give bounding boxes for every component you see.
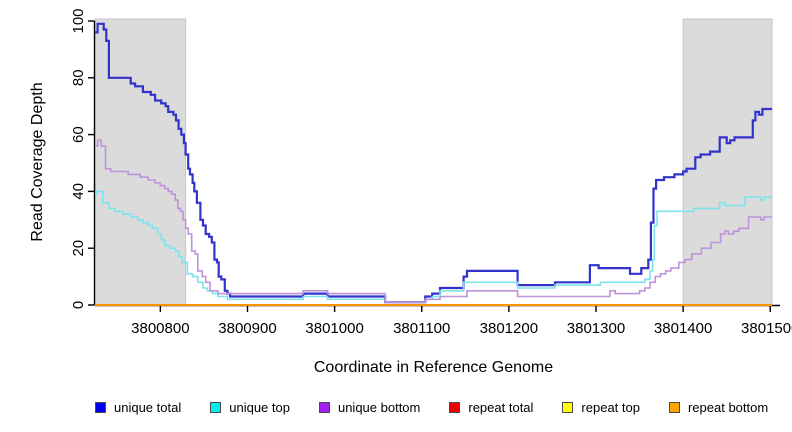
series-unique-top [95,190,772,303]
legend-label: unique total [114,399,182,415]
x-tick-label: 3801300 [567,320,625,337]
x-tick-label: 3801000 [305,320,363,337]
legend-label: repeat total [468,399,534,415]
legend-swatch-icon [562,401,574,413]
legend-swatch-icon [449,401,461,413]
legend-item-unique-total: unique total [95,400,181,415]
x-tick-label: 3800900 [218,320,276,337]
legend-item-unique-top: unique top [210,400,290,415]
chart-legend: unique total unique top unique bottom repea… [95,398,775,416]
y-tick-label: 100 [70,8,87,33]
y-tick-label: 60 [70,126,87,143]
legend-label: repeat top [581,399,640,415]
legend-label: repeat bottom [687,399,769,415]
legend-item-repeat-total: repeat total [449,400,533,415]
legend-swatch-icon [668,401,680,413]
y-tick-label: 20 [70,240,87,257]
legend-swatch-icon [318,401,330,413]
x-axis-title: Coordinate in Reference Genome [314,359,553,376]
x-tick-label: 3801200 [480,320,538,337]
x-tick-label: 3801500 [741,320,792,337]
x-tick-label: 3801400 [654,320,712,337]
series-unique-bottom [95,139,772,303]
legend-label: unique bottom [337,399,421,415]
x-tick-label: 3801100 [393,320,450,337]
chart-svg: 0 20 40 60 80 100 Read Coverage Depth 3800800 38… [29,8,792,376]
series-unique-total [95,22,772,304]
y-axis-title: Read Coverage Depth [29,82,46,241]
legend-swatch-icon [95,401,106,413]
legend-item-repeat-bottom: repeat bottom [668,399,769,415]
legend-item-unique-bottom: unique bottom [318,399,421,415]
x-tick-label: 3800800 [131,320,189,337]
y-tick-label: 40 [70,183,87,200]
legend-label: unique top [229,399,290,415]
legend-item-repeat-top: repeat top [562,400,640,415]
shaded-region [94,18,187,306]
y-tick-label: 80 [70,69,87,86]
shaded-region [682,18,773,306]
legend-swatch-icon [210,401,222,413]
y-tick-label: 0 [70,301,87,309]
